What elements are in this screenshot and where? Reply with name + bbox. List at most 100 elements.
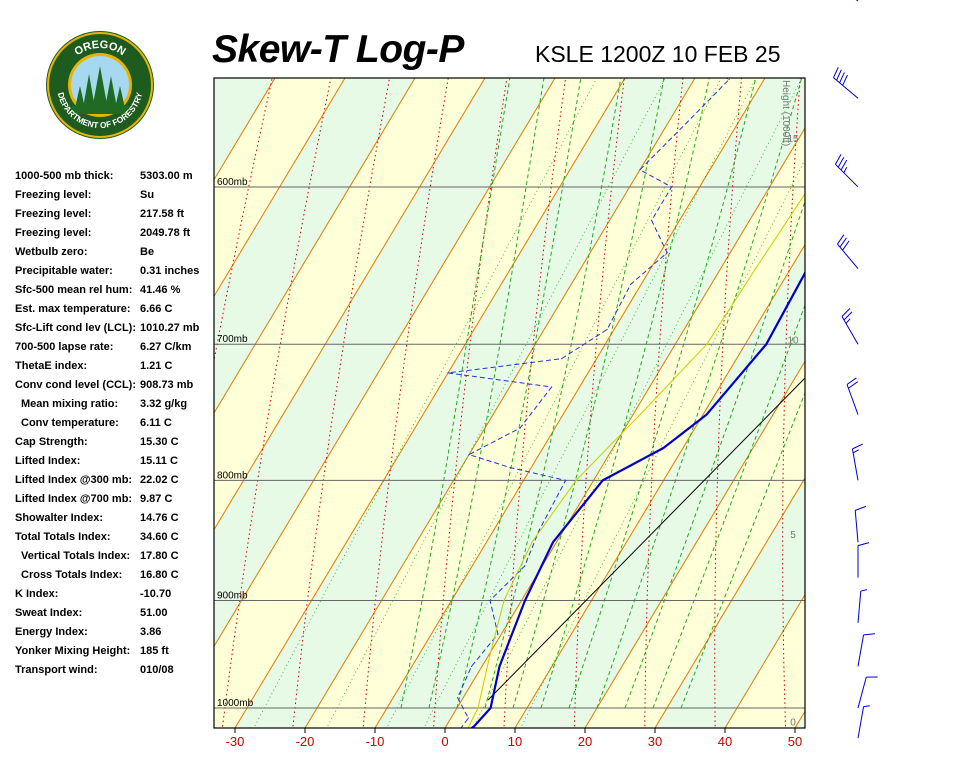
wind-barb: [834, 154, 859, 188]
barb-staff: [851, 448, 859, 481]
wind-barb: [854, 505, 867, 543]
index-label: Total Totals Index:: [15, 531, 111, 543]
x-tick-label: 10: [508, 734, 522, 749]
height-tick-label: 15: [787, 134, 799, 145]
barb-half-flag: [863, 705, 870, 708]
dewpoint-point: [565, 479, 567, 481]
dry-adiabat-line: [573, 78, 625, 728]
dewpoint-point: [698, 60, 699, 61]
isotherm-line: [0, 78, 135, 728]
barb-flag: [843, 311, 853, 321]
parcel-point: [639, 414, 641, 416]
mixing-ratio-line: [520, 158, 805, 728]
wind-barb: [857, 542, 870, 578]
barb-flag: [852, 443, 863, 450]
isotherm-line: [514, 243, 805, 728]
isotherm-line: [794, 710, 805, 728]
barb-flag: [840, 159, 848, 171]
temperature-point: [453, 742, 454, 743]
pressure-label: 900mb: [217, 591, 248, 602]
parcel-point: [503, 599, 505, 602]
index-value: 17.80 C: [140, 550, 179, 562]
index-value: 1.21 C: [140, 360, 173, 372]
x-tick-label: 40: [718, 734, 732, 749]
barb-flag: [836, 69, 842, 81]
parcel-point: [809, 186, 810, 187]
index-value: 22.02 C: [140, 474, 179, 486]
index-label: Est. max temperature:: [15, 303, 131, 315]
index-label: 1000-500 mb thick:: [15, 170, 114, 182]
index-label: Sfc-Lift cond lev (LCL):: [15, 322, 136, 334]
index-value: 6.11 C: [140, 417, 172, 429]
barb-flag: [857, 542, 870, 547]
index-label: Freezing level:: [15, 208, 92, 220]
index-label: Cross Totals Index:: [21, 569, 123, 581]
x-tick-label: -10: [366, 734, 385, 749]
barb-flag: [841, 308, 851, 317]
height-tick-label: 10: [787, 336, 799, 347]
isotherm-line: [214, 78, 346, 298]
dewpoint-point: [630, 283, 632, 285]
wind-barb: [857, 676, 878, 709]
index-label: Cap Strength:: [15, 436, 88, 448]
pressure-label: 700mb: [217, 334, 248, 345]
parcel-point: [460, 742, 461, 743]
index-label: Lifted Index:: [15, 455, 81, 467]
moist-adiabat-line: [624, 199, 805, 709]
warm-band: [0, 78, 65, 728]
moist-adiabat-line: [652, 303, 805, 709]
mixing-ratio-lines: [253, 78, 805, 728]
parcel-point: [477, 707, 479, 709]
parcel-point: [706, 343, 708, 345]
temperature-point: [928, 0, 929, 1]
dewpoint-point: [497, 633, 499, 635]
barb-staff: [833, 77, 859, 99]
temperature-point: [706, 414, 708, 416]
wind-barb: [841, 308, 859, 345]
dewpoint-point: [666, 252, 668, 254]
pressure-levels: 1000mb900mb800mb700mb600mb500mb400mb300m…: [214, 177, 805, 709]
index-value: 15.11 C: [140, 455, 178, 467]
wind-barb: [855, 0, 859, 2]
index-value: 16.80 C: [140, 569, 179, 581]
logo-gold-ring: [47, 32, 153, 138]
dewpoint-point: [470, 665, 473, 668]
index-label: Freezing level:: [15, 227, 92, 239]
dewpoint-point: [651, 219, 653, 221]
barb-half-flag: [860, 589, 868, 592]
isotherm-line: [0, 78, 205, 728]
parcel-point: [755, 268, 757, 270]
x-tick-label: 30: [648, 734, 662, 749]
index-value: 217.58 ft: [140, 208, 185, 220]
barb-flag: [837, 157, 845, 168]
barb-staff: [857, 676, 867, 709]
wind-barb: [846, 377, 859, 415]
barb-flag: [839, 72, 845, 83]
moist-adiabat-line: [456, 78, 582, 709]
index-value: 41.46 %: [140, 284, 181, 296]
index-value: 010/08: [140, 664, 174, 676]
dewpoint-point: [447, 372, 449, 374]
wind-barb: [851, 443, 863, 481]
index-value: 3.86: [140, 626, 162, 638]
barb-staff: [854, 510, 859, 543]
chart-title: Skew-T Log-P: [212, 28, 464, 71]
pressure-label: 600mb: [217, 177, 248, 188]
warm-band: [0, 78, 205, 728]
index-label: Freezing level:: [15, 189, 92, 201]
barb-flag: [837, 234, 845, 245]
wind-barb: [833, 67, 859, 99]
dewpoint-point: [671, 186, 673, 188]
dry-adiabat-line: [292, 78, 391, 728]
logo-top-text: OREGON: [72, 39, 127, 58]
temperature-point: [602, 479, 604, 481]
dry-adiabats: [214, 78, 801, 728]
dewpoint-line: [447, 78, 730, 728]
x-tick-label: 20: [578, 734, 592, 749]
temperature-point: [662, 447, 665, 449]
barb-half-flag: [843, 166, 848, 174]
moist-adiabat-line: [680, 391, 805, 709]
station-time-label: KSLE 1200Z 10 FEB 25: [535, 41, 781, 67]
sounding-series: [447, 0, 929, 743]
index-value: 15.30 C: [140, 436, 179, 448]
